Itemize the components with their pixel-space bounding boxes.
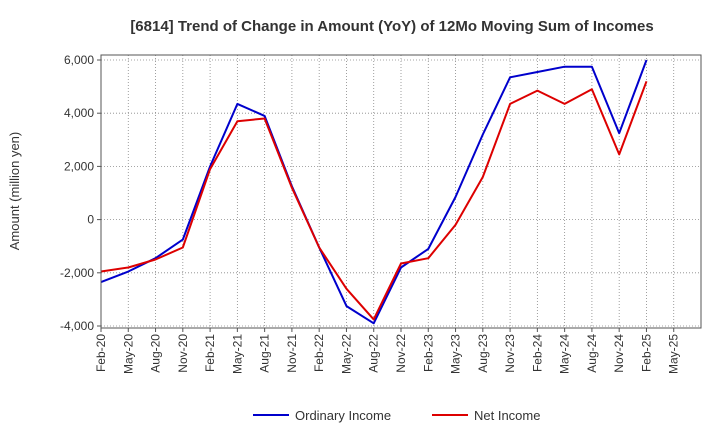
x-tick-label: Feb-23 xyxy=(421,334,435,372)
x-tick-label: Feb-24 xyxy=(530,334,544,372)
y-tick-label: 0 xyxy=(87,213,94,227)
y-tick-label: 2,000 xyxy=(64,159,94,173)
series-line-ordinary-income xyxy=(100,59,648,325)
x-tick-label: Feb-25 xyxy=(639,334,653,372)
x-tick-label: Nov-20 xyxy=(176,334,190,373)
grid xyxy=(101,55,701,328)
y-axis-ticks: -4,000 -2,000 0 2,000 4,000 6,000 xyxy=(60,53,101,333)
x-tick-label: Nov-22 xyxy=(394,334,408,373)
x-tick-label: May-23 xyxy=(449,334,463,374)
x-tick-label: Feb-21 xyxy=(203,334,217,372)
x-tick-label: Nov-23 xyxy=(503,334,517,373)
series-line-net-income xyxy=(100,80,648,321)
x-tick-label: Feb-22 xyxy=(312,334,326,372)
y-tick-label: -4,000 xyxy=(60,319,94,333)
x-tick-label: Nov-24 xyxy=(612,334,626,373)
x-tick-label: Nov-21 xyxy=(285,334,299,373)
legend-label: Net Income xyxy=(474,408,540,423)
chart-title: [6814] Trend of Change in Amount (YoY) o… xyxy=(130,18,653,35)
x-tick-label: May-20 xyxy=(121,334,135,374)
x-tick-label: May-22 xyxy=(339,334,353,374)
x-tick-label: Aug-22 xyxy=(367,334,381,373)
y-tick-label: 4,000 xyxy=(64,106,94,120)
series-lines xyxy=(100,59,648,325)
plot-area-border xyxy=(100,54,702,329)
y-tick-label: -2,000 xyxy=(60,266,94,280)
y-tick-label: 6,000 xyxy=(64,53,94,67)
x-axis-ticks: Feb-20 May-20 Aug-20 Nov-20 Feb-21 May-21 Aug-… xyxy=(94,328,681,374)
x-tick-label: Aug-20 xyxy=(149,334,163,373)
x-tick-label: Aug-21 xyxy=(258,334,272,373)
x-tick-label: May-21 xyxy=(230,334,244,374)
x-tick-label: May-25 xyxy=(667,334,681,374)
legend-label: Ordinary Income xyxy=(295,408,391,423)
legend: Ordinary Income Net Income xyxy=(253,408,540,423)
x-tick-label: Aug-23 xyxy=(476,334,490,373)
y-axis-label: Amount (million yen) xyxy=(7,132,22,251)
x-tick-label: Aug-24 xyxy=(585,334,599,373)
x-tick-label: May-24 xyxy=(558,334,572,374)
x-tick-label: Feb-20 xyxy=(94,334,108,372)
